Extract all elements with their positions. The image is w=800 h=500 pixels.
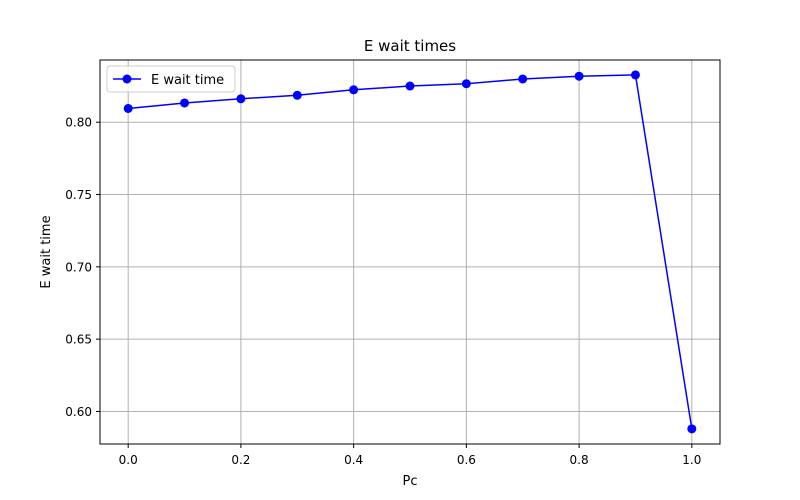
data-point: [349, 85, 359, 95]
x-tick-label: 0.8: [570, 453, 589, 467]
x-tick-label: 0.6: [457, 453, 476, 467]
series-layer: [123, 70, 697, 434]
y-tick-label: 0.65: [65, 333, 92, 347]
y-axis-label: E wait time: [39, 215, 54, 288]
y-axis-ticks: 0.60 0.65 0.70 0.75 0.80: [65, 116, 100, 419]
y-tick-label: 0.80: [65, 116, 92, 130]
chart-title: E wait times: [364, 37, 456, 55]
x-axis-label: Pc: [403, 474, 418, 489]
grid: [100, 60, 720, 444]
y-tick-label: 0.60: [65, 405, 92, 419]
data-point: [687, 424, 697, 434]
data-point: [123, 103, 133, 113]
axes-frame: [99, 59, 721, 445]
data-point: [292, 90, 302, 100]
legend-marker-swatch: [122, 74, 132, 84]
x-tick-label: 0.4: [344, 453, 363, 467]
plot-area-border: [99, 59, 721, 445]
data-point: [405, 81, 415, 91]
data-point: [574, 71, 584, 81]
x-tick-label: 0.0: [119, 453, 138, 467]
legend: E wait time: [106, 65, 236, 93]
y-tick-label: 0.75: [65, 188, 92, 202]
data-point: [630, 70, 640, 80]
x-tick-label: 0.2: [231, 453, 250, 467]
data-point: [518, 74, 528, 84]
data-point: [180, 98, 190, 108]
legend-box: [106, 65, 236, 93]
data-point: [461, 79, 471, 89]
x-tick-label: 1.0: [682, 453, 701, 467]
y-tick-label: 0.70: [65, 260, 92, 274]
x-axis-ticks: 0.0 0.2 0.4 0.6 0.8 1.0: [119, 444, 701, 467]
legend-entry-label: E wait time: [151, 73, 224, 88]
data-point: [236, 94, 246, 104]
